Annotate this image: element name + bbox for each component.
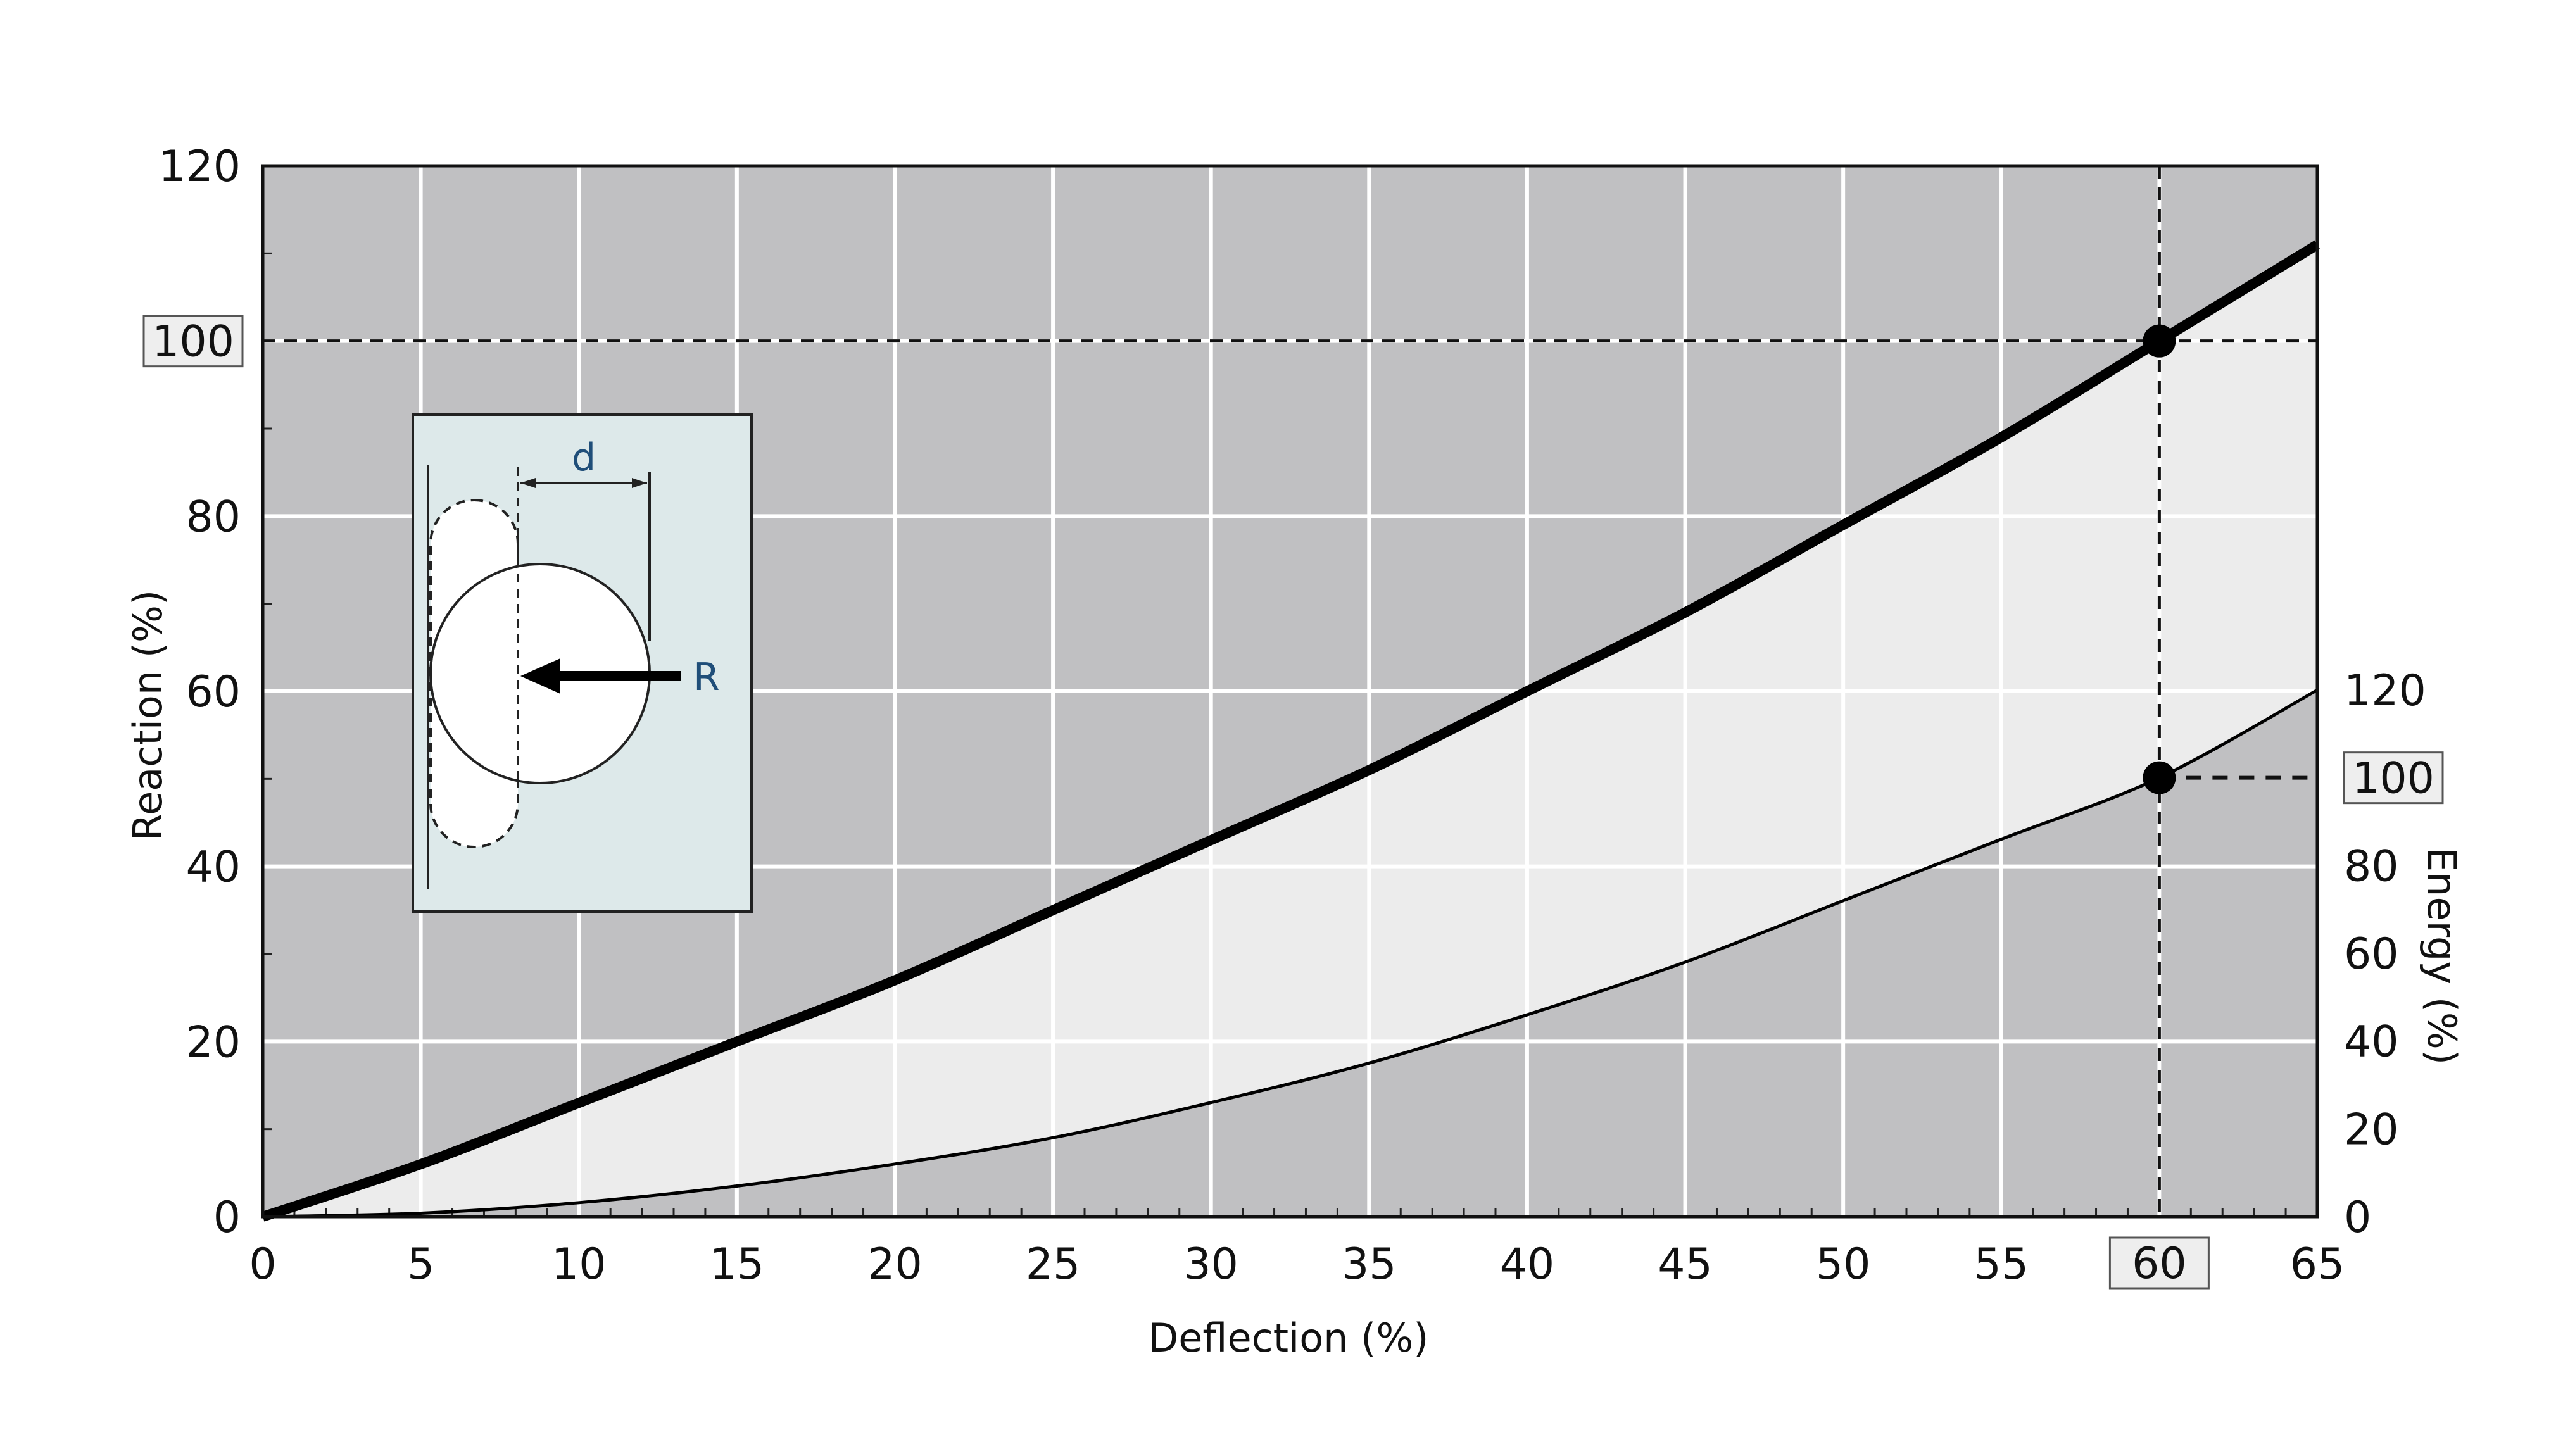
y2-tick-label: 0: [2344, 1193, 2371, 1243]
plot-frame: [261, 164, 2319, 1219]
y-tick-label: 0: [213, 1193, 241, 1243]
y-tick-label: 80: [186, 492, 241, 542]
x-tick-label: 20: [867, 1239, 923, 1290]
y-axis-title: Reaction (%): [125, 590, 171, 841]
x-tick-label: 35: [1342, 1239, 1397, 1290]
energy-highlight-box: [2343, 751, 2444, 805]
dimension-label: d: [572, 436, 596, 480]
energy-marker: [2143, 761, 2176, 794]
y-tick-label: 40: [186, 843, 241, 893]
x-tick-label: 65: [2290, 1239, 2345, 1290]
y2-tick-label: 60: [2344, 929, 2399, 979]
x-axis-tick-labels: 0 5 10 15 20 25 30 35 40 45 50 55 65: [249, 1239, 2345, 1290]
force-label: R: [693, 655, 720, 700]
dimension-arrow-right: [632, 478, 647, 488]
x-tick-label: 40: [1500, 1239, 1555, 1290]
reaction-marker: [2143, 324, 2176, 358]
y2-axis-tick-labels: 0 20 40 60 80 120: [2344, 666, 2426, 1243]
energy-highlight-label: 100: [2352, 754, 2434, 804]
reaction-highlight-box: [142, 315, 244, 368]
y-tick-label: 60: [186, 667, 241, 717]
y-tick-label: 20: [186, 1017, 241, 1067]
deflection-highlight-box: [2108, 1236, 2210, 1290]
inset-diagram: d R: [412, 413, 753, 913]
reaction-curve: [261, 240, 2321, 1222]
y2-axis-title: Energy (%): [2419, 847, 2465, 1065]
x-tick-label: 15: [710, 1239, 765, 1290]
x-axis-title: Deflection (%): [1149, 1315, 1429, 1361]
x-tick-label: 5: [407, 1239, 434, 1290]
y2-tick-label: 40: [2344, 1017, 2399, 1067]
x-tick-label: 55: [1974, 1239, 2029, 1290]
x-tick-label: 45: [1658, 1239, 1713, 1290]
x-tick-label: 30: [1183, 1239, 1238, 1290]
y2-tick-label: 80: [2344, 841, 2399, 891]
force-arrow-head: [520, 658, 560, 694]
y2-tick-label: 120: [2344, 666, 2426, 716]
x-tick-label: 10: [551, 1239, 607, 1290]
performance-band: [263, 244, 2317, 1217]
y-tick-label: 120: [158, 142, 241, 192]
y2-tick-label: 20: [2344, 1105, 2399, 1155]
energy-curve: [262, 688, 2319, 1219]
x-tick-label: 0: [249, 1239, 276, 1290]
y-axis-tick-labels: 0 20 40 60 80 120: [158, 142, 241, 1243]
x-tick-label: 25: [1026, 1239, 1081, 1290]
deflection-highlight-label: 60: [2132, 1239, 2187, 1289]
x-tick-label: 50: [1816, 1239, 1871, 1290]
reaction-highlight-label: 100: [152, 317, 234, 367]
dimension-arrow-left: [520, 478, 536, 488]
